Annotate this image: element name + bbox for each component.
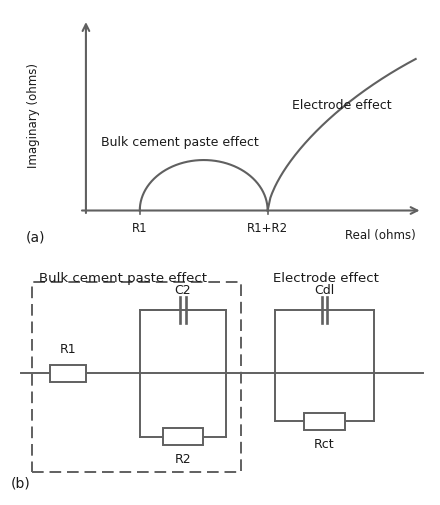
Bar: [163, 429, 203, 445]
Text: Rct: Rct: [314, 437, 335, 450]
Text: Bulk cement paste effect: Bulk cement paste effect: [101, 136, 259, 148]
Text: (a): (a): [26, 230, 45, 243]
Text: Real (ohms): Real (ohms): [345, 228, 416, 241]
Text: Electrode effect: Electrode effect: [292, 98, 392, 112]
Bar: [32, 282, 241, 472]
Text: Bulk cement paste effect: Bulk cement paste effect: [39, 271, 207, 284]
Text: R1: R1: [132, 222, 147, 235]
Bar: [50, 366, 86, 382]
Text: R1+R2: R1+R2: [247, 222, 288, 235]
Text: R2: R2: [175, 452, 191, 465]
Text: Imaginary (ohms): Imaginary (ohms): [27, 63, 40, 168]
Text: R1: R1: [60, 342, 76, 356]
Text: C2: C2: [175, 284, 191, 296]
Text: Cdl: Cdl: [315, 284, 335, 296]
Text: (b): (b): [11, 476, 31, 490]
Bar: [304, 413, 345, 430]
Text: Electrode effect: Electrode effect: [273, 271, 378, 284]
